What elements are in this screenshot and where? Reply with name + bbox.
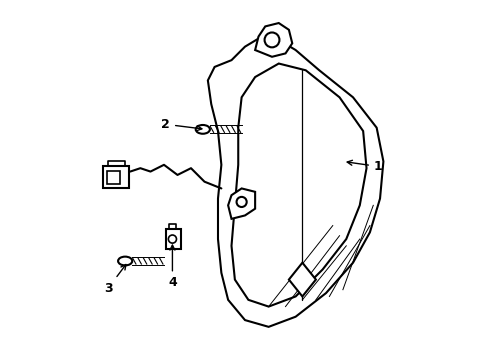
Text: 1: 1 — [347, 160, 383, 173]
Ellipse shape — [196, 125, 210, 134]
Polygon shape — [208, 36, 383, 327]
Bar — [103, 166, 128, 188]
Bar — [166, 229, 180, 249]
Ellipse shape — [118, 257, 132, 265]
Text: 3: 3 — [104, 265, 126, 294]
Text: 2: 2 — [161, 118, 202, 131]
Polygon shape — [228, 188, 255, 219]
Bar — [107, 171, 120, 184]
Polygon shape — [231, 63, 367, 307]
Polygon shape — [289, 263, 316, 297]
Polygon shape — [255, 23, 292, 57]
Text: 4: 4 — [168, 245, 177, 289]
